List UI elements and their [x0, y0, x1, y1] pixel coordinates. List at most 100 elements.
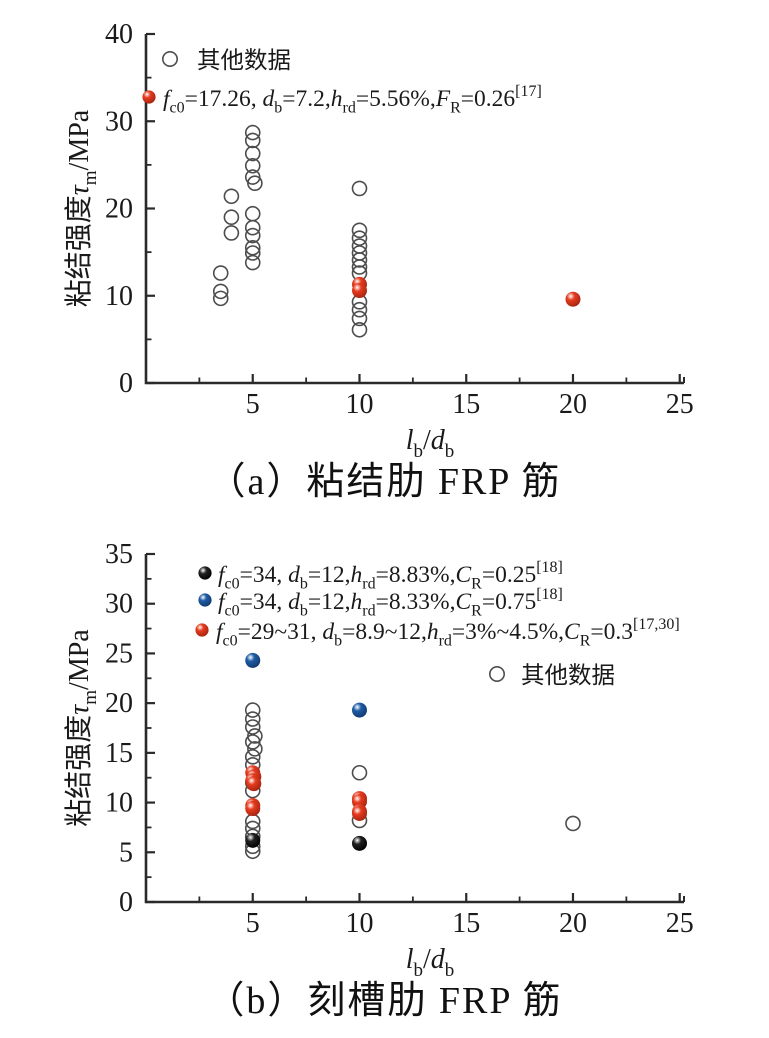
open-circle-marker — [351, 230, 368, 246]
open-circle-marker — [244, 254, 261, 271]
legend-item: fc0=17.26, db=7.2,hrd=5.56%,FR=0.26[17] — [142, 83, 542, 117]
legend-item: fc0=34, db=12,hrd=8.33%,CR=0.75[18] — [198, 586, 563, 620]
svg-text:20: 20 — [559, 908, 587, 939]
open-circle-marker — [244, 239, 261, 256]
open-circle-marker — [223, 188, 240, 205]
red-ball-marker — [565, 291, 581, 307]
series-red-markers — [245, 765, 367, 822]
svg-text:fc0=34, db=12,hrd=8.33%,CR=0.7: fc0=34, db=12,hrd=8.33%,CR=0.75[18] — [218, 586, 563, 620]
open-circle-marker — [212, 283, 229, 300]
svg-text:粘结强度τm/MPa: 粘结强度τm/MPa — [63, 109, 101, 307]
red-ball-marker — [351, 283, 367, 299]
svg-text:lb/db: lb/db — [406, 944, 455, 981]
svg-text:其他数据: 其他数据 — [521, 662, 615, 689]
open-circle-marker — [351, 301, 368, 318]
open-circle-marker — [247, 741, 263, 757]
svg-text:20: 20 — [105, 688, 133, 719]
svg-text:粘结强度τm/MPa: 粘结强度τm/MPa — [63, 629, 101, 827]
open-circle-marker — [244, 169, 261, 185]
svg-text:fc0=29~31, db=8.9~12,hrd=3%~4.: fc0=29~31, db=8.9~12,hrd=3%~4.5%,CR=0.3[… — [216, 616, 680, 650]
svg-text:25: 25 — [105, 638, 133, 669]
svg-text:15: 15 — [105, 738, 133, 769]
series-blue-markers — [245, 652, 367, 718]
axes: 5 10 15 20 25 0 10 20 30 40 lb/db 粘结强度τm/MPa — [63, 19, 694, 462]
chart-b-panel: 5 10 15 20 25 0 5 10 15 20 25 30 35 lb/db 粘结强度τm/MPa fc… — [0, 519, 769, 1038]
open-circle-marker — [244, 124, 261, 141]
open-circle-marker — [244, 245, 261, 261]
svg-text:5: 5 — [246, 908, 260, 939]
open-circle-marker — [351, 252, 368, 268]
legend: fc0=34, db=12,hrd=8.83%,CR=0.25[18]fc0=3… — [195, 559, 680, 689]
open-circle-marker — [244, 711, 261, 727]
svg-text:40: 40 — [105, 19, 133, 50]
svg-text:25: 25 — [666, 908, 694, 939]
open-circle-marker — [223, 225, 240, 241]
svg-text:其他数据: 其他数据 — [197, 47, 291, 74]
svg-text:30: 30 — [105, 589, 133, 620]
svg-text:15: 15 — [452, 908, 480, 939]
svg-text:fc0=17.26, db=7.2,hrd=5.56%,FR: fc0=17.26, db=7.2,hrd=5.56%,FR=0.26[17] — [163, 83, 542, 117]
chart-a-caption: （a）粘结肋 FRP 筋 — [207, 461, 562, 503]
svg-text:0: 0 — [119, 368, 133, 399]
chart-a-panel: 5 10 15 20 25 0 10 20 30 40 lb/db 粘结强度τm/MPa 其他数据 fc0… — [63, 19, 694, 503]
open-circle-marker — [244, 132, 261, 149]
open-circle-marker — [212, 265, 229, 281]
red-ball-marker — [142, 90, 156, 104]
open-circle-marker — [351, 180, 368, 197]
series-open-markers — [244, 702, 581, 860]
open-circle-marker — [223, 209, 240, 226]
open-circle-marker — [212, 290, 229, 307]
red-ball-marker — [245, 801, 261, 817]
open-circle-marker — [351, 259, 368, 275]
open-circle-marker — [247, 175, 263, 191]
open-circle-marker — [351, 764, 368, 781]
open-circle-marker — [351, 321, 368, 338]
chart-a-scatter: 5 10 15 20 25 0 10 20 30 40 lb/db 粘结强度τm/MPa 其他数据 fc0… — [63, 19, 694, 462]
chart-b-scatter: 5 10 15 20 25 0 5 10 15 20 25 30 35 lb/db 粘结强度τm/MPa fc… — [63, 539, 694, 981]
open-circle-marker — [351, 222, 368, 239]
open-circle-marker — [244, 719, 261, 735]
svg-text:fc0=34, db=12,hrd=8.83%,CR=0.2: fc0=34, db=12,hrd=8.83%,CR=0.25[18] — [218, 559, 563, 593]
chart-b-caption: （b）刻槽肋 FRP 筋 — [206, 980, 563, 1022]
legend-item: fc0=34, db=12,hrd=8.83%,CR=0.25[18] — [198, 559, 563, 593]
black-ball-marker — [245, 832, 261, 848]
open-circle-marker — [244, 219, 261, 236]
svg-text:30: 30 — [105, 106, 133, 137]
svg-text:20: 20 — [105, 194, 133, 225]
open-circle-marker — [244, 227, 261, 244]
blue-ball-marker — [245, 652, 261, 668]
svg-text:10: 10 — [105, 788, 133, 819]
series-open-markers — [212, 124, 368, 338]
series-black-markers — [245, 832, 367, 851]
open-circle-marker — [244, 157, 261, 174]
black-ball-marker — [198, 566, 212, 580]
red-ball-marker — [195, 623, 209, 637]
svg-text:20: 20 — [559, 389, 587, 420]
svg-text:15: 15 — [452, 389, 480, 420]
svg-text:10: 10 — [345, 908, 373, 939]
legend-item: fc0=29~31, db=8.9~12,hrd=3%~4.5%,CR=0.3[… — [195, 616, 680, 650]
svg-text:35: 35 — [105, 539, 133, 570]
open-circle-marker — [244, 145, 261, 162]
open-circle-marker — [351, 310, 368, 327]
open-circle-marker — [244, 749, 261, 765]
black-ball-marker — [351, 835, 367, 851]
red-ball-marker — [351, 806, 367, 822]
series-red-markers — [351, 276, 581, 307]
open-circle-marker — [162, 50, 179, 67]
open-circle-marker — [488, 666, 505, 683]
svg-text:lb/db: lb/db — [406, 425, 455, 462]
red-ball-marker — [246, 776, 262, 792]
svg-text:5: 5 — [119, 837, 133, 868]
blue-ball-marker — [351, 702, 367, 718]
axes: 5 10 15 20 25 0 5 10 15 20 25 30 35 lb/db 粘结强度τm/MPa — [63, 539, 694, 981]
legend-item: 其他数据 — [488, 662, 615, 689]
open-circle-marker — [565, 815, 581, 832]
legend: 其他数据 fc0=17.26, db=7.2,hrd=5.56%,FR=0.26[… — [142, 47, 542, 117]
svg-text:5: 5 — [246, 389, 260, 420]
svg-text:25: 25 — [666, 389, 694, 420]
legend-item: 其他数据 — [162, 47, 291, 74]
open-circle-marker — [244, 702, 261, 718]
open-circle-marker — [244, 205, 261, 222]
